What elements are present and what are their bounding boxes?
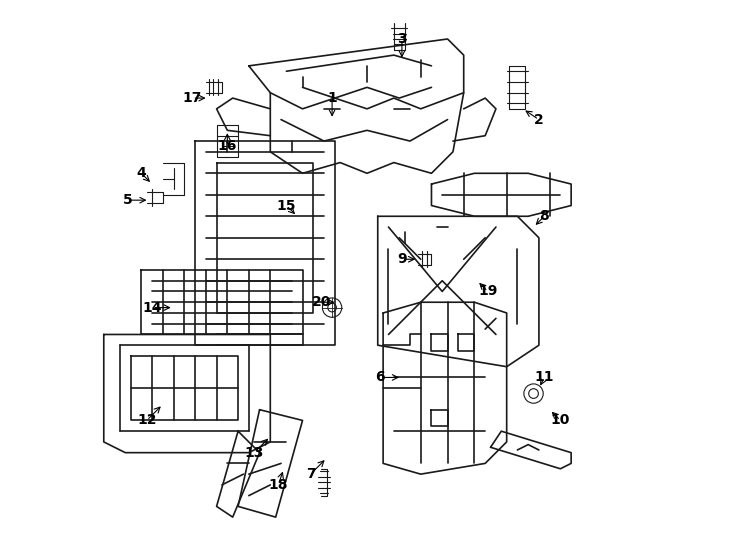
Text: 5: 5 <box>123 193 133 207</box>
Text: 7: 7 <box>306 467 316 481</box>
Text: 15: 15 <box>277 199 296 213</box>
Text: 16: 16 <box>218 139 237 153</box>
Text: 10: 10 <box>550 414 570 428</box>
Text: 19: 19 <box>478 285 498 299</box>
Text: 9: 9 <box>397 252 407 266</box>
Text: 13: 13 <box>244 446 264 460</box>
Text: 1: 1 <box>327 91 337 105</box>
Text: 8: 8 <box>539 210 549 223</box>
Text: 12: 12 <box>137 414 156 428</box>
Text: 6: 6 <box>376 370 385 384</box>
Text: 3: 3 <box>397 32 407 46</box>
Text: 14: 14 <box>142 301 162 315</box>
Text: 4: 4 <box>137 166 146 180</box>
Text: 11: 11 <box>534 370 554 384</box>
Text: 18: 18 <box>269 478 288 492</box>
Text: 17: 17 <box>183 91 202 105</box>
Text: 2: 2 <box>534 112 544 126</box>
Text: 20: 20 <box>312 295 331 309</box>
